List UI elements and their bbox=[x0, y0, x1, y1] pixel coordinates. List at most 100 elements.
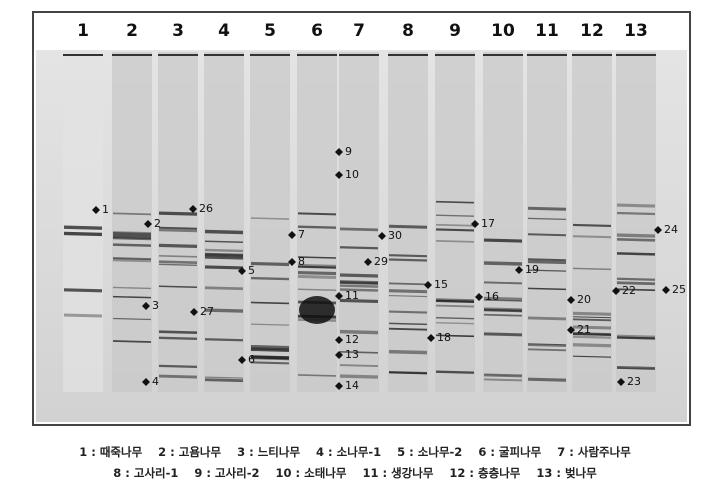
arrow-marker bbox=[238, 267, 246, 275]
lane-number: 8 bbox=[402, 21, 414, 41]
arrow-marker bbox=[238, 356, 246, 364]
band bbox=[158, 211, 198, 216]
band bbox=[527, 269, 567, 272]
band bbox=[112, 317, 152, 321]
band bbox=[572, 318, 612, 322]
legend-line: 8 : 고사리-1 9 : 고사리-2 10 : 소태나무 11 : 생강나무 … bbox=[113, 466, 597, 480]
band-label: 8 bbox=[298, 255, 305, 268]
band bbox=[204, 253, 244, 258]
band bbox=[616, 238, 656, 242]
band bbox=[63, 231, 103, 237]
band bbox=[297, 256, 337, 259]
arrow-marker bbox=[92, 206, 100, 214]
band bbox=[527, 206, 567, 211]
band bbox=[297, 270, 337, 276]
band bbox=[483, 308, 523, 313]
arrow-marker bbox=[654, 226, 662, 234]
band-label: 18 bbox=[437, 331, 451, 344]
band-label: 19 bbox=[525, 263, 539, 276]
band-label: 14 bbox=[345, 379, 359, 392]
band bbox=[112, 234, 152, 239]
band bbox=[339, 329, 379, 335]
band bbox=[63, 313, 103, 318]
band bbox=[435, 334, 475, 338]
arrow-marker bbox=[335, 171, 343, 179]
band bbox=[616, 277, 656, 281]
band bbox=[572, 316, 612, 319]
band bbox=[388, 310, 428, 314]
arrow-marker bbox=[142, 378, 150, 386]
band bbox=[339, 350, 379, 354]
band bbox=[112, 243, 152, 247]
band bbox=[527, 233, 567, 237]
band bbox=[483, 296, 523, 302]
band bbox=[158, 263, 198, 267]
lane-number: 3 bbox=[172, 21, 184, 41]
band bbox=[297, 288, 337, 291]
band bbox=[297, 274, 337, 280]
band bbox=[339, 246, 379, 250]
lane-number: 11 bbox=[535, 21, 559, 41]
band bbox=[527, 287, 567, 291]
band bbox=[158, 336, 198, 340]
arrow-marker bbox=[189, 205, 197, 213]
band bbox=[616, 211, 656, 216]
band bbox=[158, 330, 198, 334]
lane-number: 2 bbox=[126, 21, 138, 41]
arrow-marker bbox=[567, 296, 575, 304]
band-label: 7 bbox=[298, 228, 305, 241]
band bbox=[572, 235, 612, 239]
arrow-marker bbox=[612, 287, 620, 295]
band bbox=[250, 357, 290, 361]
lane-number: 4 bbox=[218, 21, 230, 41]
lane-column bbox=[250, 52, 290, 392]
band bbox=[112, 237, 152, 241]
arrow-marker bbox=[142, 302, 150, 310]
band-label: 26 bbox=[199, 202, 213, 215]
band bbox=[297, 225, 337, 229]
band-label: 21 bbox=[577, 323, 591, 336]
band-label: 13 bbox=[345, 348, 359, 361]
band-label: 17 bbox=[481, 217, 495, 230]
band bbox=[204, 265, 244, 270]
band bbox=[527, 258, 567, 262]
band bbox=[297, 263, 337, 269]
band bbox=[572, 223, 612, 228]
band bbox=[158, 285, 198, 288]
arrow-marker bbox=[427, 334, 435, 342]
band bbox=[388, 327, 428, 331]
band bbox=[112, 286, 152, 290]
band bbox=[616, 367, 656, 370]
band-label: 20 bbox=[577, 293, 591, 306]
band bbox=[435, 299, 475, 304]
band-label: 1 bbox=[102, 203, 109, 216]
arrow-marker bbox=[335, 351, 343, 359]
band bbox=[388, 370, 428, 375]
band-label: 23 bbox=[627, 375, 641, 388]
band bbox=[388, 322, 428, 326]
band bbox=[483, 374, 523, 378]
band bbox=[339, 374, 379, 379]
band-label: 10 bbox=[345, 168, 359, 181]
band bbox=[250, 348, 290, 352]
band bbox=[112, 231, 152, 236]
band bbox=[572, 332, 612, 336]
arrow-marker bbox=[662, 286, 670, 294]
band bbox=[572, 325, 612, 330]
band bbox=[204, 376, 244, 379]
band bbox=[204, 256, 244, 260]
band bbox=[158, 243, 198, 249]
lane-number: 10 bbox=[491, 21, 515, 41]
arrow-marker bbox=[288, 258, 296, 266]
band bbox=[158, 254, 198, 258]
band bbox=[483, 378, 523, 382]
band bbox=[250, 276, 290, 281]
band bbox=[483, 261, 523, 266]
arrow-marker bbox=[144, 220, 152, 228]
band bbox=[158, 228, 198, 233]
band bbox=[250, 361, 290, 365]
band bbox=[616, 203, 656, 208]
band bbox=[616, 288, 656, 292]
band bbox=[204, 229, 244, 235]
